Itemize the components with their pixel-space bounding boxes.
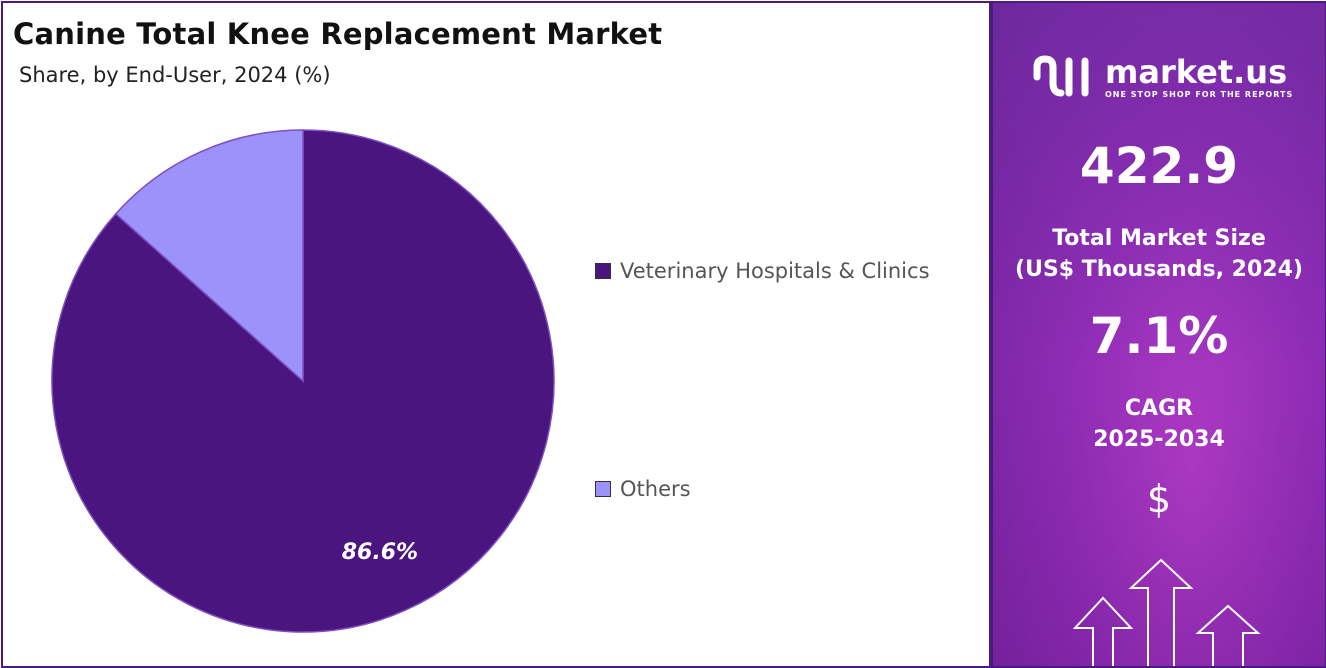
brand-tagline: ONE STOP SHOP FOR THE REPORTS bbox=[1105, 89, 1294, 99]
cagr-period: 2025-2034 bbox=[1093, 427, 1225, 452]
cagr-label: CAGR bbox=[1124, 396, 1194, 421]
pie-data-label: 86.6% bbox=[342, 540, 418, 565]
background-overlay bbox=[993, 3, 1325, 666]
legend-swatch-veterinary-hospitals bbox=[595, 263, 611, 279]
market-size-value: 422.9 bbox=[1079, 137, 1239, 195]
market-size-label-line1: Total Market Size bbox=[1052, 226, 1266, 251]
pie-slice-others[interactable] bbox=[114, 129, 304, 383]
background-arrows-icon bbox=[1072, 558, 1261, 666]
market-size-label-line2: (US$ Thousands, 2024) bbox=[1015, 257, 1303, 282]
stats-panel: market.us ONE STOP SHOP FOR THE REPORTS … bbox=[991, 1, 1326, 668]
brand-logo: market.us ONE STOP SHOP FOR THE REPORTS bbox=[1031, 53, 1293, 101]
legend-label-veterinary-hospitals: Veterinary Hospitals & Clinics bbox=[620, 259, 930, 283]
legend-item-veterinary-hospitals[interactable]: Veterinary Hospitals & Clinics bbox=[595, 259, 930, 283]
chart-title: Canine Total Knee Replacement Market bbox=[13, 17, 663, 51]
brand-name: market.us bbox=[1105, 52, 1288, 91]
chart-panel: Canine Total Knee Replacement Market Sha… bbox=[1, 1, 991, 668]
pie-chart: 86.6% bbox=[51, 129, 555, 633]
dollar-icon: $ bbox=[1146, 477, 1172, 521]
legend-item-others[interactable]: Others bbox=[595, 477, 691, 501]
cagr-value: 7.1% bbox=[1089, 307, 1229, 365]
chart-subtitle: Share, by End-User, 2024 (%) bbox=[19, 63, 331, 87]
legend-swatch-others bbox=[595, 481, 611, 497]
market-us-logo-icon bbox=[1033, 55, 1089, 97]
legend-label-others: Others bbox=[620, 477, 691, 501]
